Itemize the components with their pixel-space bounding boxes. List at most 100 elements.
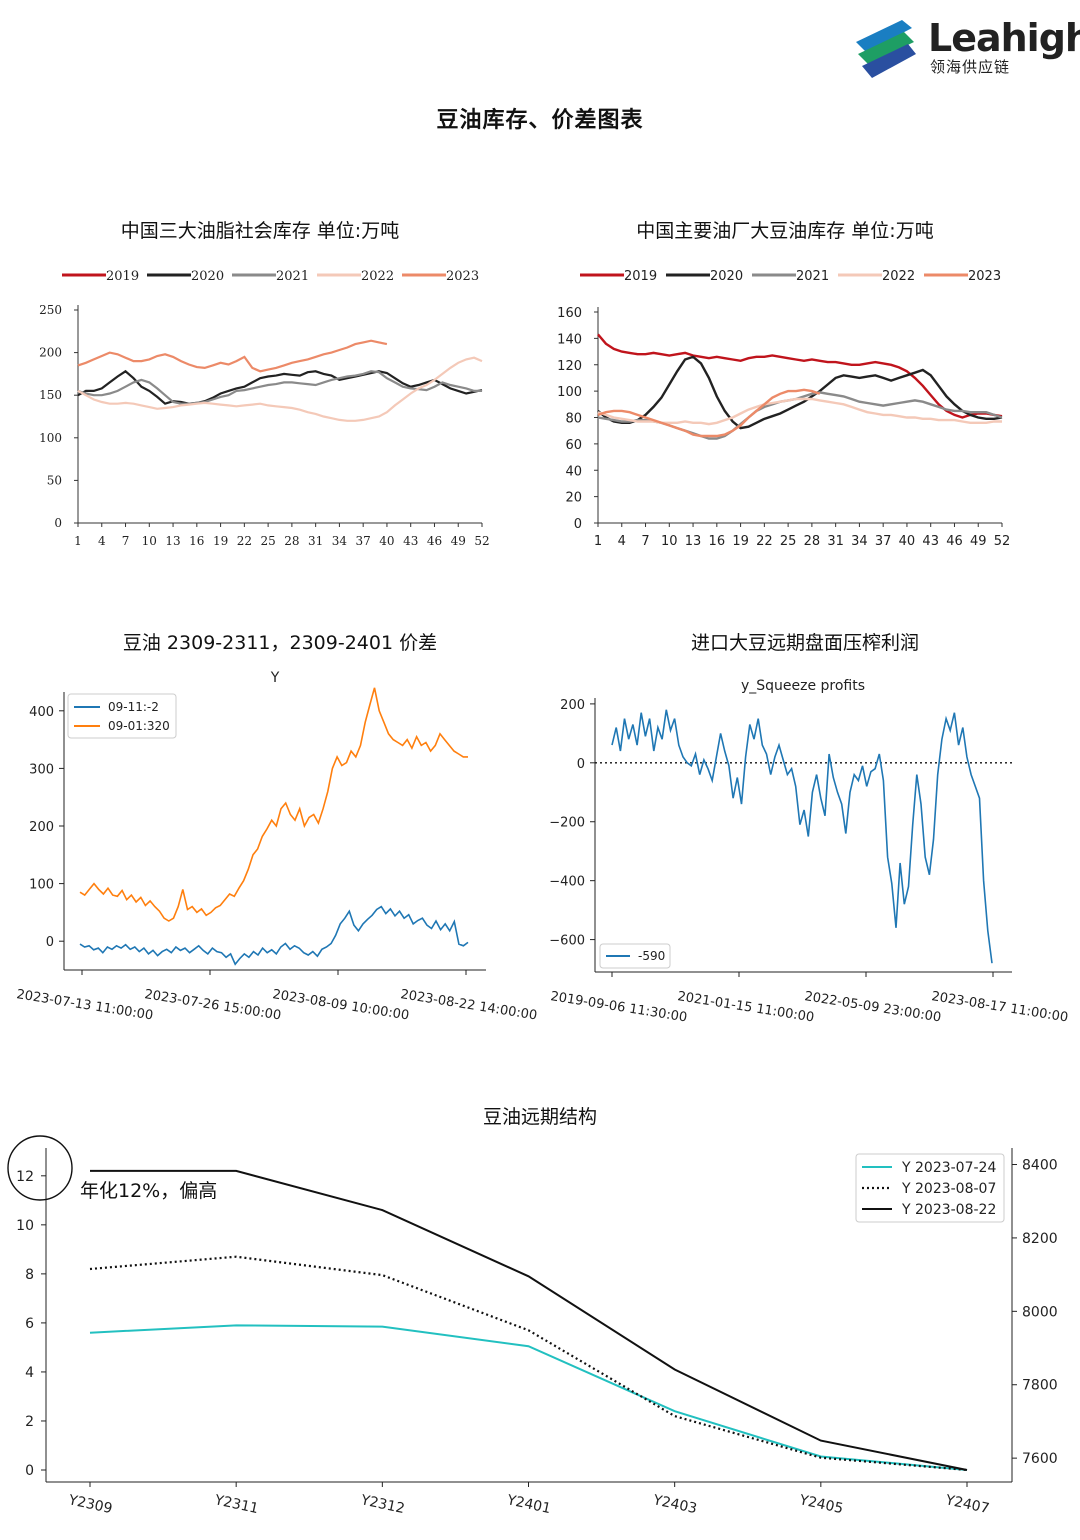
x-tick-label: 37 (875, 534, 892, 549)
x-tick-label: 49 (451, 534, 466, 548)
chart3-title: 豆油 2309-2311，2309-2401 价差 (122, 632, 438, 654)
legend-label-2022: 2022 (882, 269, 915, 284)
y-tick-label: 200 (29, 820, 54, 835)
left-y-tick-label: 8 (25, 1267, 34, 1283)
chart2-title: 中国主要油厂大豆油库存 单位:万吨 (636, 220, 934, 242)
left-y-tick-label: 2 (25, 1414, 34, 1430)
legend-label-2: Y 2023-08-22 (901, 1202, 996, 1218)
legend-label-2019: 2019 (624, 269, 657, 284)
x-tick-label: 19 (732, 534, 749, 549)
x-tick-label: 10 (142, 534, 157, 548)
series-line-2022 (77, 356, 483, 422)
legend-label-2020: 2020 (191, 269, 224, 284)
series-line-2020 (77, 369, 483, 405)
x-tick-label: 13 (165, 534, 180, 548)
right-y-tick-label: 8400 (1022, 1158, 1058, 1174)
series-line-2022 (597, 397, 1002, 426)
legend-label-1: Y 2023-08-07 (901, 1181, 996, 1197)
left-y-tick-label: 10 (16, 1218, 34, 1234)
left-y-tick-label: 12 (16, 1169, 34, 1185)
x-tick-label: 37 (356, 534, 371, 548)
chart3-subtitle: Y (270, 670, 280, 686)
x-tick-label: 16 (709, 534, 726, 549)
x-tick-label: 19 (213, 534, 228, 548)
x-tick-label: Y2311 (212, 1492, 260, 1517)
x-tick-label: 2021-01-15 11:00:00 (676, 989, 815, 1025)
y-tick-label: 20 (565, 491, 582, 506)
x-tick-label: 2023-08-22 14:00:00 (399, 987, 538, 1023)
chart4-squeeze-profit: y_Squeeze profits −600 −400 −200 0 200 2019-09… (549, 678, 1069, 1026)
y-tick-label: 250 (39, 303, 62, 317)
series-line-0 (89, 1324, 968, 1471)
series-line-2023 (77, 339, 388, 373)
y-tick-label: 100 (557, 385, 582, 400)
x-tick-label: 31 (308, 534, 323, 548)
legend-label-0: 09-11:-2 (108, 700, 159, 714)
x-tick-label: 22 (237, 534, 252, 548)
x-tick-label: 2022-05-09 23:00:00 (803, 989, 942, 1025)
chart4-subtitle: y_Squeeze profits (741, 678, 865, 694)
legend-label-2020: 2020 (710, 269, 743, 284)
annotation-text: 年化12%，偏高 (80, 1180, 217, 1202)
x-tick-label: 13 (685, 534, 702, 549)
y-tick-label: −400 (549, 875, 585, 890)
x-tick-label: 4 (618, 534, 626, 549)
x-tick-label: 25 (260, 534, 275, 548)
x-tick-label: 31 (827, 534, 844, 549)
x-tick-label: 16 (189, 534, 204, 548)
legend-label-2022: 2022 (361, 269, 394, 284)
x-tick-label: Y2309 (66, 1492, 114, 1517)
x-tick-label: 28 (284, 534, 299, 548)
legend-label-2021: 2021 (276, 269, 309, 284)
y-tick-label: 300 (29, 762, 54, 777)
x-tick-label: 43 (403, 534, 418, 548)
x-tick-label: 28 (804, 534, 821, 549)
y-tick-label: 50 (47, 473, 62, 487)
x-tick-label: 2023-08-09 10:00:00 (271, 987, 410, 1023)
series-line-2019 (597, 333, 1003, 419)
series-line-1 (79, 687, 468, 922)
x-tick-label: 7 (641, 534, 649, 549)
x-tick-label: Y2401 (505, 1492, 553, 1517)
legend-label-1: 09-01:320 (108, 719, 170, 733)
chart4-title: 进口大豆远期盘面压榨利润 (690, 632, 919, 654)
y-tick-label: −200 (549, 816, 585, 831)
chart2-soyoil-plant-inventory: 2019 2020 2021 2022 202302040608010012014016… (557, 269, 1010, 549)
x-tick-label: 2023-07-26 15:00:00 (143, 987, 282, 1023)
y-tick-label: 80 (565, 412, 582, 427)
legend-label-2023: 2023 (446, 269, 479, 284)
x-tick-label: 2023-08-17 11:00:00 (930, 989, 1069, 1025)
y-tick-label: 400 (29, 705, 54, 720)
chart1-inventory-three-oils: 2019 2020 2021 2022 2023 0 50 100 150 200 250 1 4 7 10… (39, 269, 490, 548)
x-tick-label: 34 (851, 534, 868, 549)
x-tick-label: 40 (379, 534, 394, 548)
legend-label-0: -590 (638, 949, 665, 963)
legend-box (855, 1153, 1005, 1223)
right-y-tick-label: 7600 (1022, 1451, 1058, 1467)
x-tick-label: 46 (427, 534, 442, 548)
y-tick-label: 0 (574, 517, 582, 532)
x-tick-label: 22 (756, 534, 773, 549)
right-y-tick-label: 8200 (1022, 1231, 1058, 1247)
legend-label-2021: 2021 (796, 269, 829, 284)
x-tick-label: 7 (122, 534, 130, 548)
x-tick-label: Y2405 (797, 1492, 845, 1517)
y-tick-label: 160 (557, 306, 582, 321)
right-y-tick-label: 8000 (1022, 1304, 1058, 1320)
page-title: 豆油库存、价差图表 (436, 108, 644, 133)
annotation-circle (7, 1135, 73, 1201)
brand-name: Leahigh (928, 16, 1080, 60)
chart5-title: 豆油远期结构 (482, 1106, 597, 1128)
x-tick-label: 4 (98, 534, 106, 548)
x-tick-label: 49 (970, 534, 987, 549)
left-y-tick-label: 6 (25, 1316, 34, 1332)
series-line-2021 (77, 370, 482, 405)
x-tick-label: Y2407 (943, 1492, 991, 1517)
y-tick-label: 60 (565, 438, 582, 453)
x-tick-label: Y2312 (359, 1492, 407, 1517)
series-line-2 (90, 1169, 968, 1471)
series-line-1 (89, 1255, 968, 1472)
y-tick-label: 0 (46, 935, 54, 950)
left-y-tick-label: 0 (25, 1463, 34, 1479)
x-tick-label: 10 (661, 534, 678, 549)
